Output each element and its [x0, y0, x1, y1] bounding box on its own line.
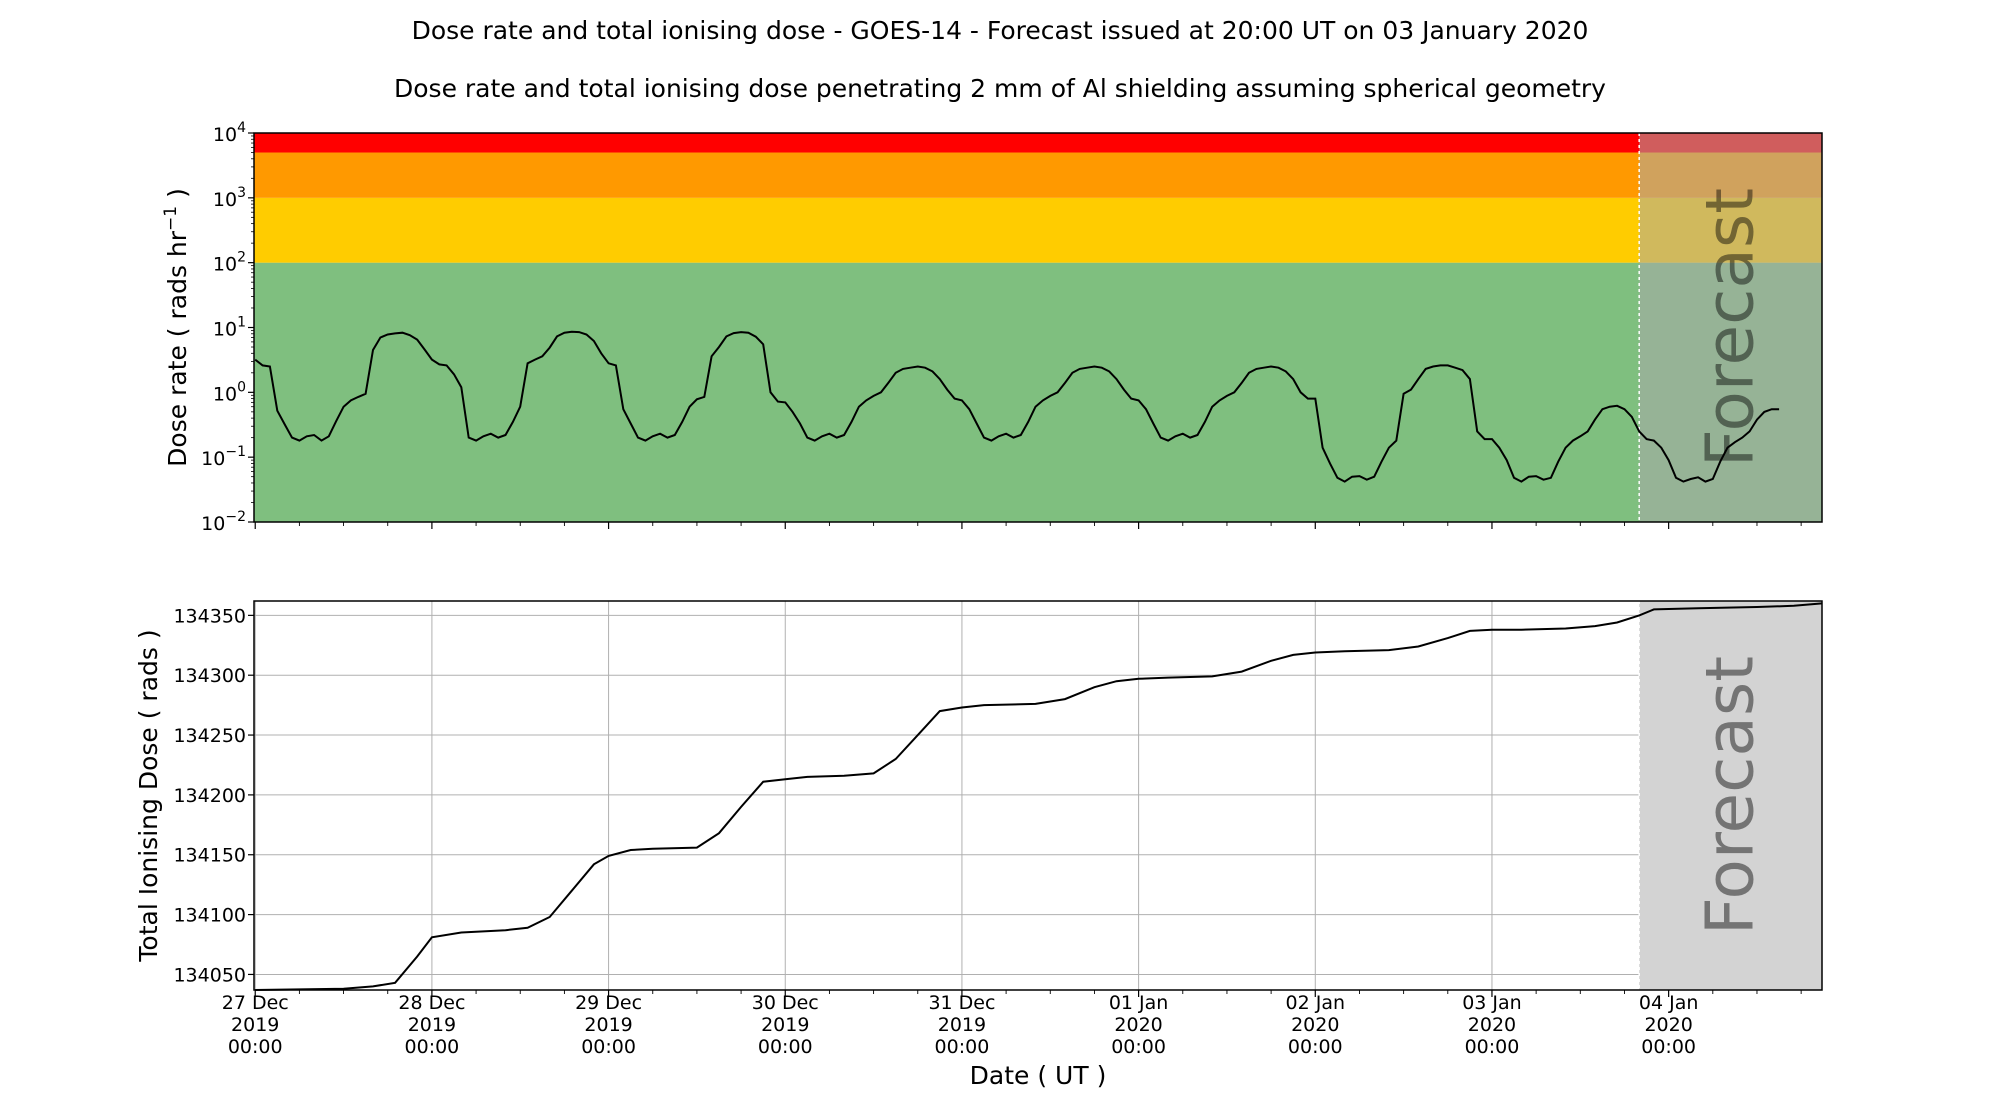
y-tick-label: 134150	[173, 845, 246, 867]
x-tick-label-line: 2020	[1468, 1014, 1516, 1036]
total-dose-y-ticks: 134050 134100 134150 134200 134250 134300 1343…	[173, 605, 254, 986]
x-tick-label-line: 29 Dec	[575, 992, 642, 1014]
threshold-band-0	[254, 262, 1822, 522]
x-tick-label-line: 2020	[1114, 1014, 1162, 1036]
x-tick-label-line: 2019	[584, 1014, 632, 1036]
forecast-shade	[1639, 601, 1822, 990]
x-tick-label-line: 00:00	[758, 1036, 813, 1058]
y-tick-label: 10−2	[201, 509, 246, 535]
dose-rate-y-label-exp: −1	[161, 206, 181, 231]
y-tick-base: 10	[213, 124, 237, 146]
y-tick-exp: −1	[225, 444, 246, 460]
y-tick-label: 134050	[173, 964, 246, 986]
x-tick-label-line: 03 Jan	[1462, 992, 1522, 1014]
y-tick-exp: 3	[237, 185, 246, 201]
y-tick-label: 134200	[173, 785, 246, 807]
x-tick-label: 30 Dec 2019 00:00	[752, 992, 819, 1058]
x-tick-label-line: 00:00	[1641, 1036, 1696, 1058]
x-tick-label-line: 2019	[938, 1014, 986, 1036]
y-tick-base: 10	[201, 448, 225, 470]
chart-title: Dose rate and total ionising dose - GOES…	[412, 16, 1589, 45]
dose-rate-y-label-end: )	[163, 188, 192, 206]
x-tick-label-line: 00:00	[1465, 1036, 1520, 1058]
threshold-band-1	[254, 197, 1822, 263]
x-tick-label-line: 27 Dec	[222, 992, 289, 1014]
y-tick-label: 10−1	[201, 444, 246, 470]
y-tick-label: 134100	[173, 905, 246, 927]
y-tick-exp: 0	[237, 379, 246, 395]
x-tick-label-line: 31 Dec	[928, 992, 995, 1014]
y-tick-label: 101	[213, 315, 246, 341]
x-tick-label-line: 00:00	[581, 1036, 636, 1058]
threshold-band-3	[254, 133, 1822, 153]
x-tick-label: 01 Jan 2020 00:00	[1109, 992, 1169, 1058]
threshold-band-2	[254, 152, 1822, 198]
x-tick-label: 31 Dec 2019 00:00	[928, 992, 995, 1058]
forecast-label: Forecast	[1692, 188, 1769, 467]
x-tick-label-line: 2019	[408, 1014, 456, 1036]
y-tick-exp: −2	[225, 509, 246, 525]
total-dose-series-line	[255, 602, 1823, 991]
x-tick-label-line: 00:00	[228, 1036, 283, 1058]
y-tick-exp: 4	[237, 120, 246, 136]
forecast-shade	[1639, 133, 1822, 522]
y-tick-label: 103	[213, 185, 246, 211]
y-tick-base: 10	[213, 319, 237, 341]
x-tick-label-line: 2019	[231, 1014, 279, 1036]
x-tick-label-line: 2020	[1644, 1014, 1692, 1036]
y-tick-base: 10	[201, 513, 225, 535]
y-tick-base: 10	[213, 383, 237, 405]
x-tick-label-line: 2020	[1291, 1014, 1339, 1036]
y-tick-label: 134350	[173, 605, 246, 627]
total-dose-y-label: Total Ionising Dose ( rads )	[134, 629, 163, 962]
y-tick-label: 134300	[173, 665, 246, 687]
total-dose-panel: Forecast 1340501341001341501342001342501…	[134, 600, 1823, 1058]
x-tick-label-line: 04 Jan	[1639, 992, 1699, 1014]
x-tick-label-line: 02 Jan	[1286, 992, 1346, 1014]
y-tick-exp: 1	[237, 315, 246, 331]
y-tick-label: 102	[213, 250, 246, 276]
total-dose-plot-background	[254, 601, 1822, 990]
forecast-label: Forecast	[1692, 656, 1769, 935]
total-dose-axes-frame	[253, 600, 1823, 991]
x-tick-label-line: 00:00	[1288, 1036, 1343, 1058]
x-tick-label-line: 28 Dec	[398, 992, 465, 1014]
x-tick-label-line: 2019	[761, 1014, 809, 1036]
y-tick-label: 104	[213, 120, 246, 146]
chart-subtitle: Dose rate and total ionising dose penetr…	[394, 74, 1606, 103]
x-axis-label: Date ( UT )	[970, 1061, 1107, 1090]
x-tick-label: 03 Jan 2020 00:00	[1462, 992, 1522, 1058]
x-tick-label: 28 Dec 2019 00:00	[398, 992, 465, 1058]
dose-rate-y-label-main: Dose rate ( rads hr	[163, 230, 192, 467]
total-dose-grid	[254, 601, 1822, 990]
dose-rate-axes-frame	[253, 132, 1823, 523]
dose-rate-x-ticks	[254, 522, 1802, 529]
y-tick-base: 10	[213, 254, 237, 276]
y-tick-label: 100	[213, 379, 246, 405]
x-tick-label-line: 00:00	[1111, 1036, 1166, 1058]
x-tick-label: 29 Dec 2019 00:00	[575, 992, 642, 1058]
x-tick-label-line: 01 Jan	[1109, 992, 1169, 1014]
x-tick-label: 27 Dec 2019 00:00	[222, 992, 289, 1058]
y-tick-exp: 2	[237, 250, 246, 266]
dose-rate-y-label: Dose rate ( rads hr−1 )	[161, 188, 192, 467]
threshold-bands	[254, 133, 1822, 522]
x-tick-label-line: 30 Dec	[752, 992, 819, 1014]
x-tick-label-line: 00:00	[405, 1036, 460, 1058]
x-tick-label: 04 Jan 2020 00:00	[1639, 992, 1699, 1058]
dose-rate-series-line	[254, 330, 1780, 483]
y-tick-label: 134250	[173, 725, 246, 747]
x-tick-label-line: 00:00	[935, 1036, 990, 1058]
x-tick-label: 02 Jan 2020 00:00	[1286, 992, 1346, 1058]
y-tick-base: 10	[213, 189, 237, 211]
